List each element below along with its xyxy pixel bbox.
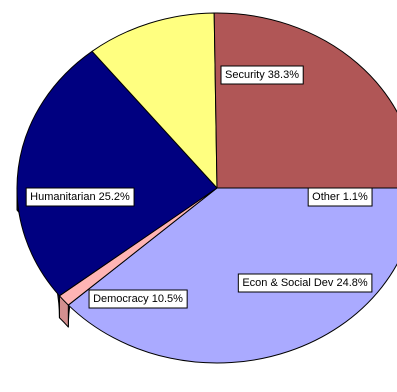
slice-label-other: Other 1.1% xyxy=(307,187,373,207)
slice-label-box-democracy xyxy=(88,289,188,309)
slice-label-box-humanitarian xyxy=(25,187,135,207)
pie-slice-security xyxy=(67,187,397,364)
pie-slice-humanitarian xyxy=(213,12,397,189)
slice-label-box-security xyxy=(220,65,304,85)
slice-label-text-security: Security 38.3% xyxy=(225,69,299,81)
slice-label-text-humanitarian: Humanitarian 25.2% xyxy=(30,191,130,203)
slice-label-box-other xyxy=(307,187,373,207)
slice-label-box-econ-social-dev xyxy=(237,273,373,293)
pie-slice-democracy xyxy=(91,12,218,189)
slice-label-text-other: Other 1.1% xyxy=(312,191,368,203)
slice-label-democracy: Democracy 10.5% xyxy=(88,289,188,309)
slice-label-text-econ-social-dev: Econ & Social Dev 24.8% xyxy=(242,277,368,289)
slice-label-security: Security 38.3% xyxy=(220,65,304,85)
slice-label-humanitarian: Humanitarian 25.2% xyxy=(25,187,135,207)
slice-label-econ-social-dev: Econ & Social Dev 24.8% xyxy=(237,273,373,293)
pie-slices xyxy=(16,12,397,364)
slice-label-text-democracy: Democracy 10.5% xyxy=(93,293,183,305)
pie-slice-econ-social-dev xyxy=(16,50,218,297)
pie-labels: Security 38.3% Other 1.1% Econ & Social De… xyxy=(25,65,373,309)
